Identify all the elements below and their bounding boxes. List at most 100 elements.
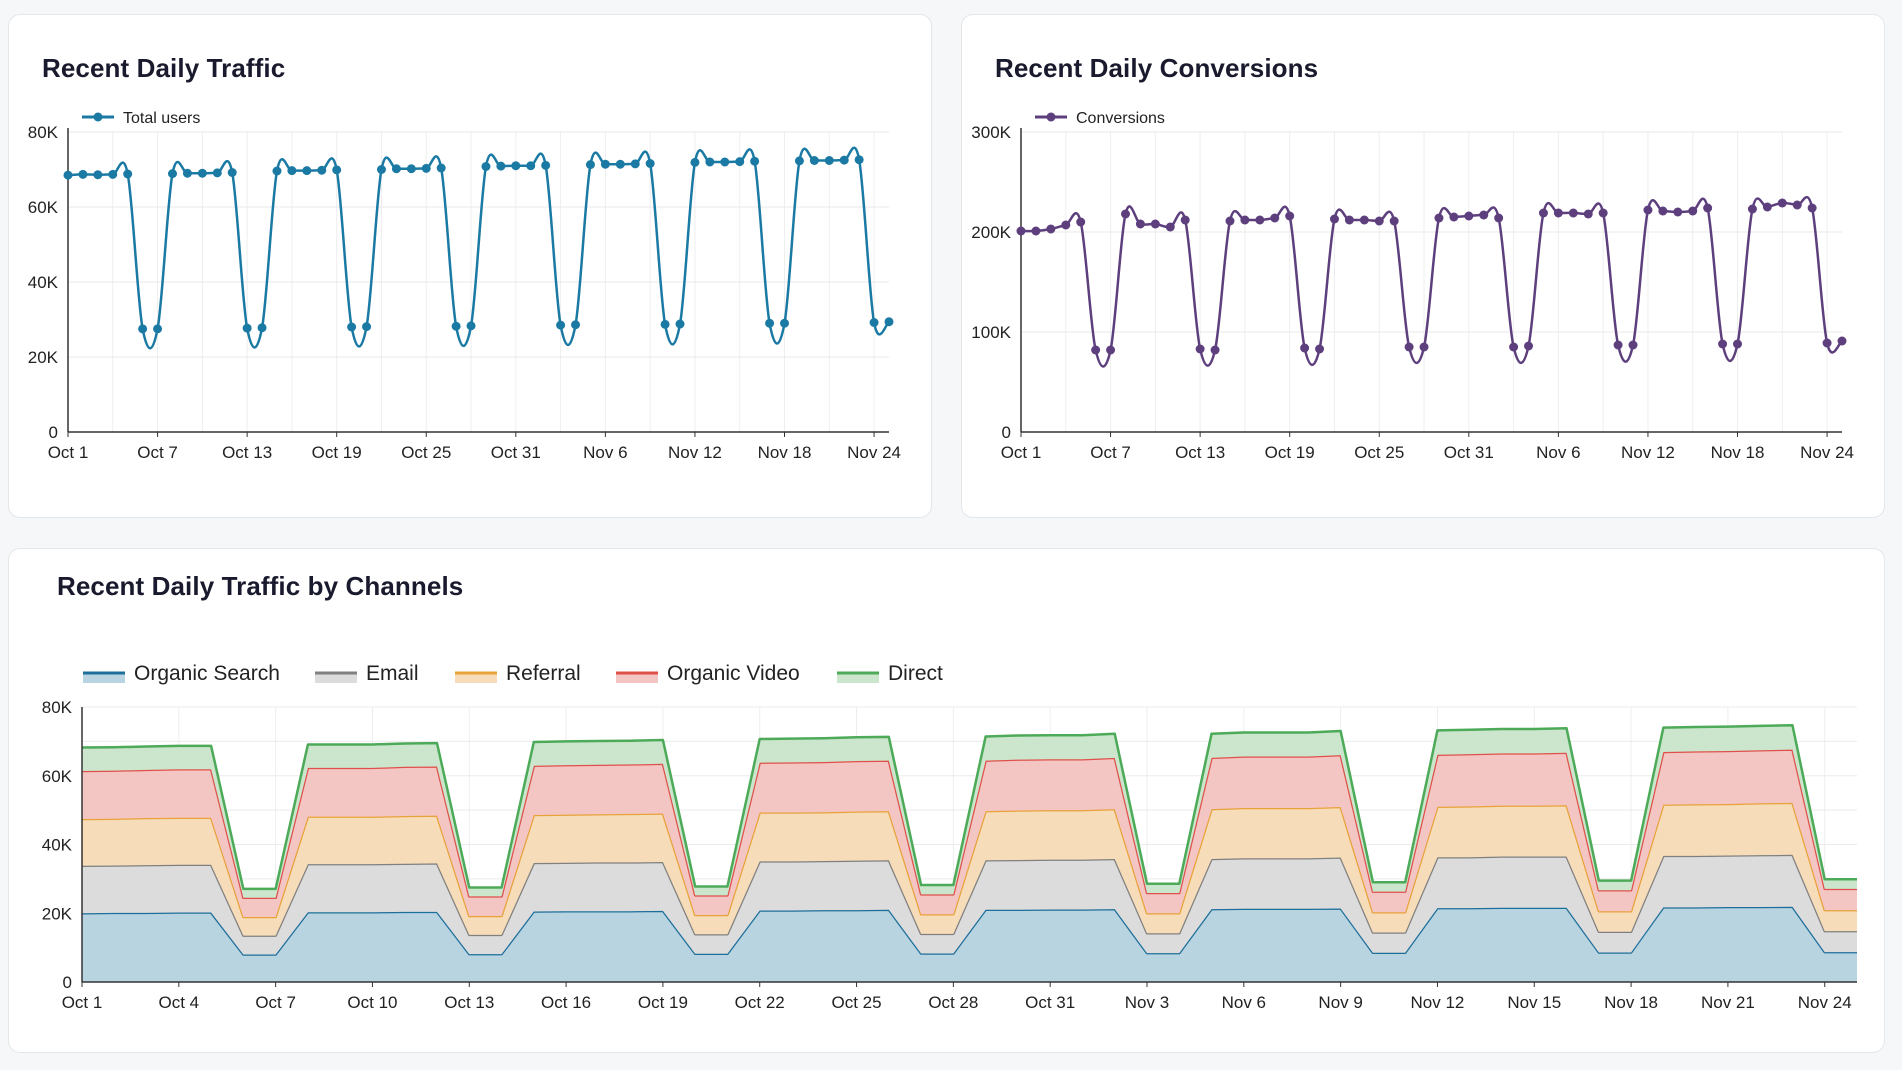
x-tick-label: Nov 21 <box>1701 993 1755 1012</box>
data-point <box>1359 215 1369 225</box>
legend-item: Organic Video <box>616 662 800 685</box>
area-organic-video <box>82 749 1857 918</box>
legend-swatch <box>455 673 497 683</box>
x-tick-label: Oct 28 <box>928 993 978 1012</box>
data-point <box>660 319 670 329</box>
x-tick-label: Oct 22 <box>735 993 785 1012</box>
legend-swatch <box>83 673 125 683</box>
x-tick-label: Oct 31 <box>491 443 541 462</box>
data-point <box>1718 339 1728 349</box>
conversions-card: Recent Daily Conversions Conversions 0 100… <box>961 14 1885 518</box>
data-point <box>1777 198 1787 208</box>
data-point <box>347 322 357 332</box>
x-tick-label: Nov 18 <box>758 443 812 462</box>
y-tick-label: 60K <box>42 767 73 786</box>
data-point <box>1524 341 1534 351</box>
x-tick-label: Nov 18 <box>1604 993 1658 1012</box>
chart-title: Recent Daily Traffic <box>42 53 286 83</box>
data-point <box>615 159 625 169</box>
y-tick-label: 0 <box>1002 423 1011 442</box>
data-point <box>1479 210 1489 220</box>
data-point <box>1240 215 1250 225</box>
data-point <box>511 161 521 171</box>
data-point <box>1106 345 1116 355</box>
data-point <box>257 323 267 333</box>
data-point <box>496 161 506 171</box>
data-point <box>1225 216 1235 226</box>
x-tick-label: Oct 25 <box>1354 443 1404 462</box>
x-tick-label: Nov 6 <box>1536 443 1580 462</box>
data-point <box>839 155 849 165</box>
data-point <box>1061 220 1071 230</box>
data-point <box>1419 342 1429 352</box>
data-point <box>1733 339 1743 349</box>
traffic-chart: Total users 0 20K 40K 60K 80K Oct 1 Oct 7 Oct 13… <box>28 110 901 462</box>
data-point <box>750 156 760 166</box>
data-point <box>1195 344 1205 354</box>
traffic-card: Recent Daily Traffic Total users 0 20K 40K 6… <box>8 14 932 518</box>
data-points <box>1016 198 1847 355</box>
data-point <box>809 156 819 165</box>
data-point <box>1464 211 1474 221</box>
data-point <box>1046 224 1056 234</box>
data-point <box>541 160 551 170</box>
y-tick-label: 40K <box>42 836 73 855</box>
data-point <box>1165 222 1175 232</box>
data-point <box>376 165 386 174</box>
data-point <box>1434 213 1444 223</box>
data-point <box>630 159 640 169</box>
x-tick-label: Oct 19 <box>312 443 362 462</box>
x-tick-label: Oct 1 <box>1001 443 1042 462</box>
data-point <box>227 168 237 177</box>
data-point <box>1255 215 1265 225</box>
legend-swatch <box>315 673 357 683</box>
legend-item: Email <box>315 662 419 685</box>
gridlines <box>67 131 889 432</box>
x-tick-label: Oct 4 <box>159 993 200 1012</box>
x-tick-label: Nov 9 <box>1318 993 1362 1012</box>
legend: Organic Search Email Referral Organic Video… <box>83 662 943 685</box>
data-point <box>1807 203 1817 213</box>
data-point <box>242 323 252 333</box>
data-point <box>1613 340 1623 350</box>
data-point <box>1568 208 1578 218</box>
data-point <box>585 160 595 170</box>
data-point <box>272 166 282 176</box>
legend-swatch <box>616 673 658 683</box>
legend-label: Total users <box>123 110 200 127</box>
data-point <box>1494 213 1504 223</box>
data-point <box>780 318 790 328</box>
y-tick-label: 200K <box>971 223 1011 242</box>
data-point <box>1210 345 1220 355</box>
legend-item: Organic Search <box>83 662 280 685</box>
legend-item: Direct <box>837 662 943 685</box>
data-point <box>451 321 461 331</box>
data-point <box>153 324 163 334</box>
data-point <box>720 157 730 167</box>
legend-marker <box>1046 112 1056 122</box>
data-point <box>302 166 312 176</box>
data-point <box>869 318 879 327</box>
data-point <box>1643 205 1653 215</box>
data-point <box>1389 216 1399 226</box>
data-point <box>317 165 327 175</box>
data-point <box>1120 209 1130 219</box>
data-point <box>1673 207 1683 217</box>
x-tick-label: Oct 7 <box>255 993 296 1012</box>
data-point <box>108 169 118 179</box>
x-tick-label: Oct 25 <box>831 993 881 1012</box>
data-point <box>1300 343 1310 353</box>
series-line <box>67 146 891 350</box>
data-point <box>1837 336 1847 346</box>
y-tick-label: 0 <box>63 973 72 992</box>
data-point <box>93 170 103 180</box>
x-tick-label: Oct 25 <box>401 443 451 462</box>
data-point <box>197 168 207 178</box>
data-point <box>1150 219 1160 229</box>
x-tick-label: Oct 31 <box>1025 993 1075 1012</box>
legend-label: Email <box>366 662 419 685</box>
legend-label: Referral <box>506 662 581 685</box>
gridlines <box>1020 131 1842 432</box>
data-point <box>1076 217 1086 227</box>
area-organic-search <box>82 906 1857 982</box>
